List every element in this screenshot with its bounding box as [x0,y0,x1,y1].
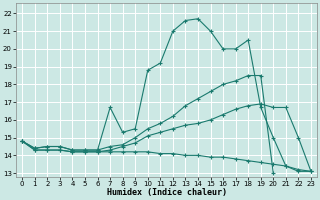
X-axis label: Humidex (Indice chaleur): Humidex (Indice chaleur) [107,188,227,197]
